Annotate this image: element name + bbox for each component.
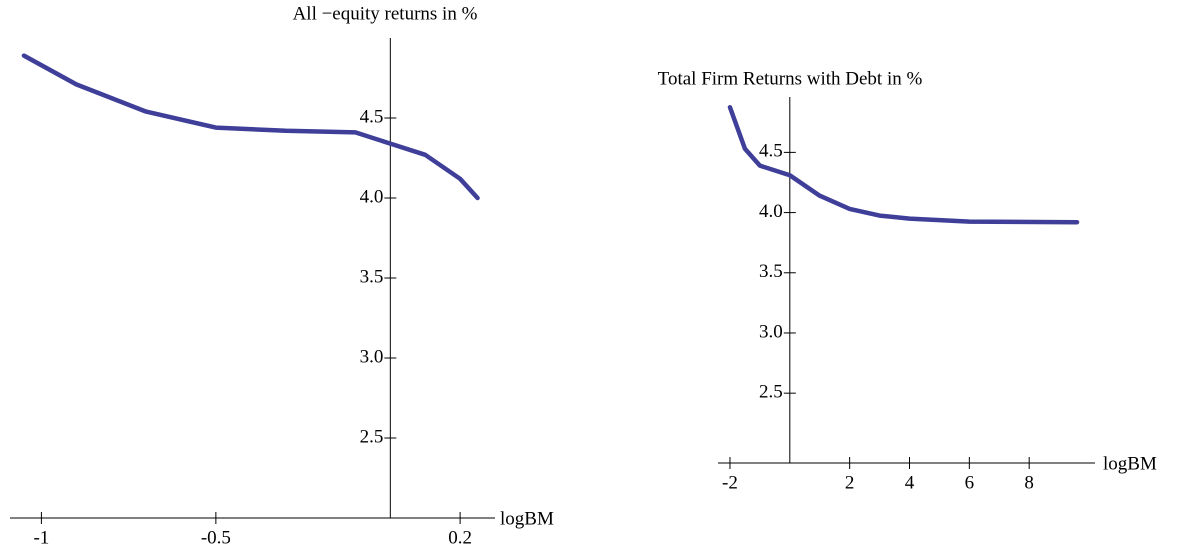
y-tick-label: 2.5 xyxy=(759,382,783,403)
x-tick-label: 6 xyxy=(965,472,975,493)
y-tick-label: 4.5 xyxy=(360,106,384,127)
x-tick-label: -0.5 xyxy=(201,527,231,548)
chart-title: All −equity returns in % xyxy=(293,3,478,24)
data-line xyxy=(21,53,480,201)
y-tick-label: 4.5 xyxy=(759,141,783,162)
y-tick-label: 3.0 xyxy=(759,321,783,342)
y-tick-label: 4.0 xyxy=(759,201,783,222)
y-tick-label: 3.5 xyxy=(360,266,384,287)
y-tick-label: 2.5 xyxy=(360,426,384,447)
x-tick-label: 8 xyxy=(1024,472,1034,493)
y-tick-label: 4.0 xyxy=(360,186,384,207)
y-tick-label: 3.0 xyxy=(360,346,384,367)
y-tick-label: 3.5 xyxy=(759,261,783,282)
x-axis-label: logBM xyxy=(500,508,554,529)
chart-title: Total Firm Returns with Debt in % xyxy=(658,68,923,89)
x-tick-label: -2 xyxy=(722,472,738,493)
x-tick-label: 4 xyxy=(905,472,915,493)
x-tick-label: 0.2 xyxy=(448,527,472,548)
x-tick-label: -1 xyxy=(33,527,49,548)
data-line xyxy=(727,104,1080,225)
x-tick-label: 2 xyxy=(845,472,855,493)
x-axis-label: logBM xyxy=(1103,453,1157,474)
